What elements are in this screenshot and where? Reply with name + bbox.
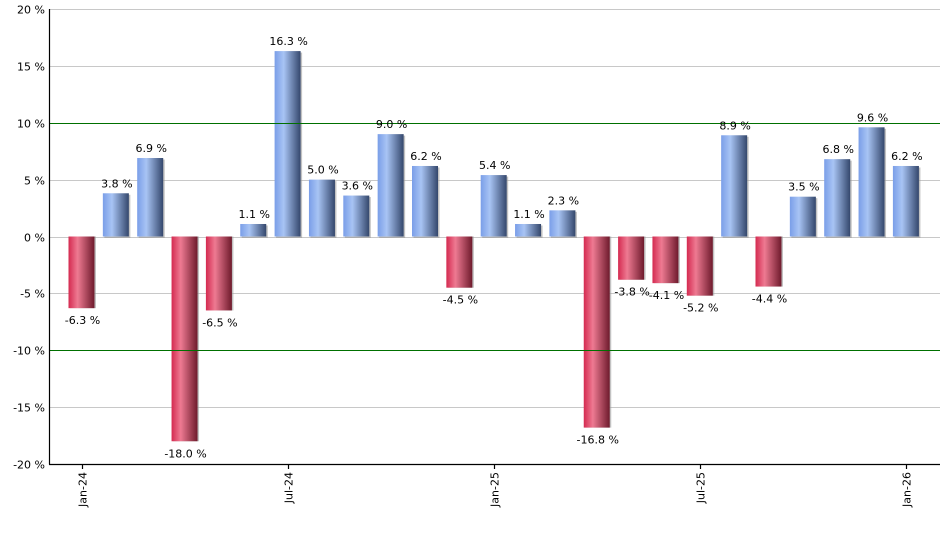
bar-Oct-25 (789, 196, 816, 237)
bar-Jul-24 (274, 51, 301, 237)
bar-Mar-24 (137, 158, 164, 237)
value-label: -4.5 % (443, 294, 478, 307)
value-label: 5.4 % (479, 159, 510, 172)
value-label: -6.5 % (202, 316, 237, 329)
value-labels: -6.3 % 3.8 % 6.9 % -18.0 % -6.5 % 1.1 % 16.3 %… (65, 35, 923, 460)
y-tick-label: -5 % (20, 288, 45, 301)
bar-Nov-25 (824, 159, 851, 237)
bar-Feb-24 (102, 193, 129, 237)
x-tick-label: Jul-24 (283, 472, 296, 504)
value-label: -3.8 % (614, 286, 649, 299)
value-label: 16.3 % (269, 35, 307, 48)
bar-Dec-24 (446, 236, 473, 288)
value-label: 8.9 % (719, 119, 750, 132)
y-axis-labels: 20 % 15 % 10 % 5 % 0 % -5 % -10 % -15 % -20 % (13, 4, 45, 472)
bar-Jun-25 (652, 236, 679, 284)
value-label: 1.1 % (513, 208, 544, 221)
y-tick-label: -15 % (13, 402, 45, 415)
value-label: -4.4 % (752, 293, 787, 306)
value-label: 3.6 % (342, 180, 373, 193)
reference-lines (49, 123, 940, 351)
y-tick-label: 20 % (17, 4, 45, 17)
bar-Jan-24 (68, 236, 95, 309)
value-label: 5.0 % (307, 164, 338, 177)
bar-Aug-25 (721, 135, 748, 237)
value-label: 2.3 % (548, 194, 579, 207)
bar-Jul-25 (686, 236, 713, 296)
value-label: 3.8 % (101, 177, 132, 190)
bar-May-24 (205, 236, 232, 311)
value-label: 1.1 % (239, 208, 270, 221)
y-tick-label: 15 % (17, 61, 45, 74)
axes (48, 9, 940, 469)
bar-Sep-25 (755, 236, 782, 287)
y-tick-label: 0 % (24, 232, 45, 245)
bar-Feb-25 (515, 223, 542, 237)
bar-May-25 (618, 236, 645, 280)
value-label: 9.6 % (857, 111, 888, 124)
value-label: 6.2 % (410, 150, 441, 163)
bar-Jan-25 (480, 175, 507, 237)
bar-Oct-24 (377, 134, 404, 237)
x-tick-label: Jan-25 (489, 472, 502, 508)
y-tick-label: -20 % (13, 459, 45, 472)
bar-Aug-24 (308, 179, 335, 237)
y-tick-label: 10 % (17, 118, 45, 131)
value-label: 9.0 % (376, 118, 407, 131)
bar-Mar-25 (549, 210, 576, 237)
bar-Apr-25 (583, 236, 610, 428)
value-label: 6.9 % (135, 142, 166, 155)
bar-Dec-25 (858, 127, 885, 237)
y-tick-label: 5 % (24, 175, 45, 188)
x-axis-labels: Jan-24 Jul-24 Jan-25 Jul-25 Jan-26 (77, 472, 914, 508)
bar-Nov-24 (412, 165, 438, 237)
x-tick-label: Jan-24 (77, 472, 90, 508)
value-label: 6.8 % (822, 143, 853, 156)
value-label: 3.5 % (788, 181, 819, 194)
x-tick-label: Jul-25 (695, 472, 708, 504)
value-label: -6.3 % (65, 314, 100, 327)
bar-Sep-24 (343, 195, 370, 237)
bar-Apr-24 (171, 236, 198, 442)
value-label: -16.8 % (577, 434, 619, 447)
bar-Jun-24 (240, 223, 267, 237)
value-label: -18.0 % (164, 447, 206, 460)
value-label: -4.1 % (649, 289, 684, 302)
bars (68, 51, 921, 442)
bar-Jan-26 (892, 165, 919, 237)
x-tick-label: Jan-26 (901, 472, 914, 508)
y-tick-label: -10 % (13, 345, 45, 358)
value-label: 6.2 % (891, 150, 922, 163)
value-label: -5.2 % (683, 302, 718, 315)
